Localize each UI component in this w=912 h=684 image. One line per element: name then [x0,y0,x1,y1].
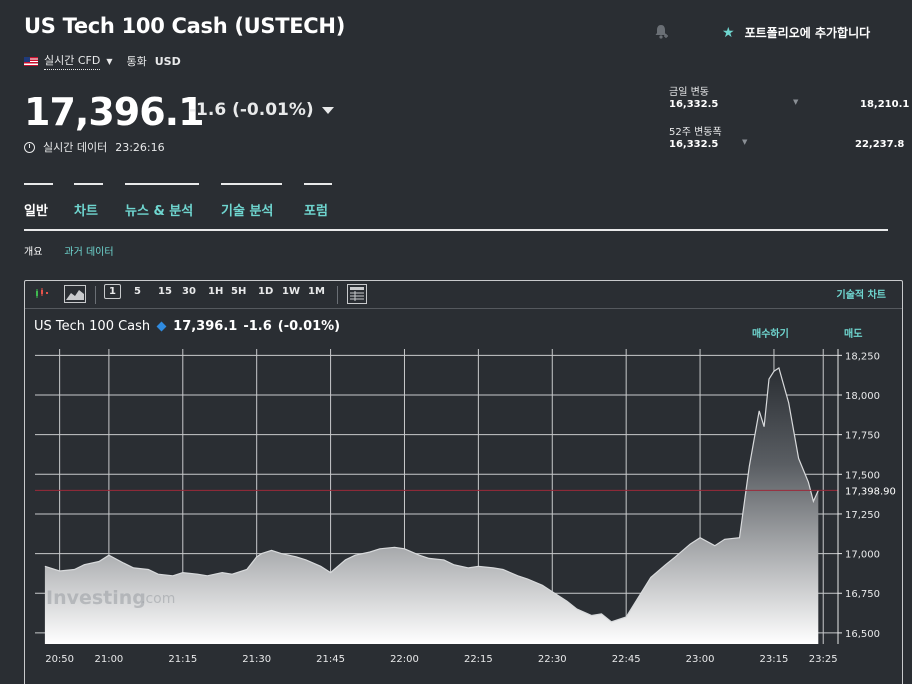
day-range-low: 16,332.5 [669,99,719,110]
toolbar-divider [337,286,338,304]
current-price-label: 17,398.90 [845,486,896,497]
interval-1[interactable]: 1 [104,284,121,299]
last-price: 17,396.1 [24,90,205,134]
us-flag-icon [24,56,38,66]
interval-5[interactable]: 5 [134,286,141,297]
chart-change: -1.6 [243,319,272,334]
day-range-marker-icon: ▼ [793,98,799,106]
toolbar-divider [95,286,96,304]
chart-header: US Tech 100 Cash 17,396.1 -1.6 (-0.01%) [34,319,340,334]
investing-watermark: Investing [46,587,146,609]
y-tick-label: 18,250 [845,351,880,362]
x-tick-label: 23:00 [686,654,715,665]
week52-range-low: 16,332.5 [669,139,719,150]
chart-price: 17,396.1 [173,319,238,334]
x-tick-label: 21:00 [94,654,123,665]
currency-label: 통화 [126,55,147,68]
x-tick-label: 21:45 [316,654,345,665]
price-area-fill [44,368,819,644]
sell-button[interactable]: 매도 [844,329,863,340]
data-table-icon[interactable] [347,284,367,307]
price-change: -1.6 (-0.01%) [189,100,334,120]
currency-value: USD [154,54,181,68]
y-tick-label: 18,000 [845,391,880,402]
chart-change-pct: (-0.01%) [277,319,341,334]
week52-range-label: 52주 변동폭 [669,127,722,138]
x-tick-label: 22:15 [464,654,493,665]
day-range-label: 금일 변동 [669,87,709,98]
interval-1w[interactable]: 1W [282,286,300,297]
interval-1m[interactable]: 1M [308,286,325,297]
y-tick-label: 17,750 [845,431,880,442]
down-arrow-icon [321,106,334,114]
tab-chart[interactable]: 차트 [74,183,103,230]
subtab-historical-data[interactable]: 과거 데이터 [64,247,114,258]
x-tick-label: 23:15 [760,654,789,665]
interval-30[interactable]: 30 [182,286,196,297]
market-info-row: 실시간 CFD ▼ 통화 USD [24,52,181,70]
y-tick-label: 17,000 [845,550,880,561]
star-icon: ★ [722,24,735,41]
x-tick-label: 22:30 [538,654,567,665]
price-line [44,367,819,623]
area-chart-icon[interactable] [64,285,86,306]
x-tick-label: 20:50 [45,654,74,665]
interval-1d[interactable]: 1D [258,286,274,297]
tab-forum[interactable]: 포럼 [304,183,332,230]
interval-5h[interactable]: 5H [231,286,247,297]
interval-15[interactable]: 15 [158,286,172,297]
day-range-high: 18,210.1 [860,99,910,110]
sub-tabs: 개요 과거 데이터 [24,243,114,258]
week52-range-high: 22,237.8 [855,139,905,150]
buy-button[interactable]: 매수하기 [752,329,789,340]
candlestick-chart-icon[interactable] [34,287,50,302]
add-to-portfolio-button[interactable]: ★ 포트폴리오에 추가합니다 [722,24,870,41]
interval-1h[interactable]: 1H [208,286,224,297]
instrument-title: US Tech 100 Cash (USTECH) [24,14,345,38]
chart-panel [24,280,903,684]
x-tick-label: 22:00 [390,654,419,665]
y-tick-label: 17,250 [845,510,880,521]
price-change-value: -1.6 (-0.01%) [189,100,314,120]
x-tick-label: 21:15 [168,654,197,665]
realtime-row: 실시간 데이터 23:26:16 [24,139,165,155]
chart-toolbar: 1 5 15 30 1H 5H 1D 1W 1M 기술적 차트 [25,281,902,309]
week52-range-marker-icon: ▼ [742,138,748,146]
subtab-overview[interactable]: 개요 [24,247,43,258]
x-tick-label: 21:30 [242,654,271,665]
chevron-down-icon[interactable]: ▼ [106,56,113,66]
x-tick-label: 22:45 [612,654,641,665]
main-tabs: 일반 차트 뉴스 & 분석 기술 분석 포럼 [24,183,888,231]
realtime-label: 실시간 데이터 [43,141,108,154]
y-tick-label: 16,750 [845,589,880,600]
y-tick-label: 17,500 [845,470,880,481]
technical-chart-link[interactable]: 기술적 차트 [836,290,886,301]
x-tick-label: 23:25 [809,654,838,665]
tab-technical-analysis[interactable]: 기술 분석 [221,183,282,230]
add-to-portfolio-label: 포트폴리오에 추가합니다 [744,26,871,40]
y-tick-label: 16,500 [845,629,880,640]
market-type-selector[interactable]: 실시간 CFD [44,52,101,70]
tab-news-analysis[interactable]: 뉴스 & 분석 [125,183,199,230]
tab-general[interactable]: 일반 [24,183,53,230]
investing-watermark-suffix: .com [141,591,175,607]
alert-bell-icon[interactable] [654,24,668,40]
clock-icon [24,141,35,153]
chart-instrument-name: US Tech 100 Cash [34,319,151,334]
last-update-time: 23:26:16 [115,140,165,154]
